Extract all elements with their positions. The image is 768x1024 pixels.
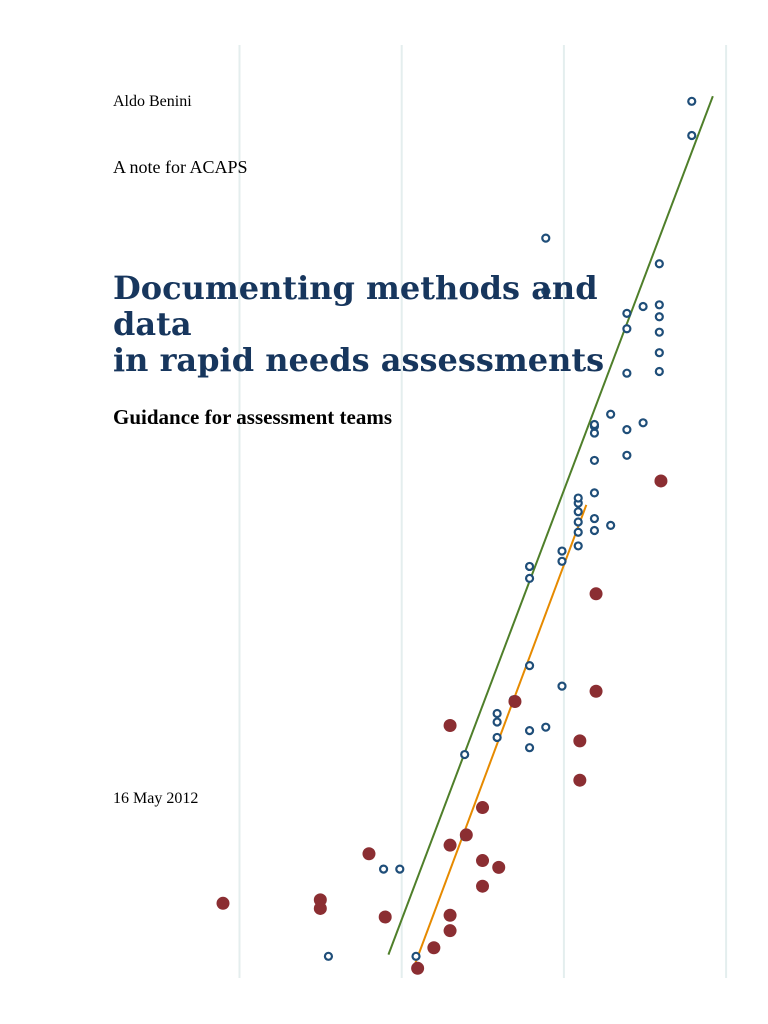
hollow-data-point	[638, 301, 648, 312]
hollow-data-point	[687, 130, 697, 141]
filled-data-point	[313, 893, 327, 907]
document-date: 16 May 2012	[113, 790, 199, 807]
title-line-2: in rapid needs assessments	[113, 341, 605, 379]
hollow-data-point	[524, 661, 535, 671]
filled-data-point	[427, 941, 441, 955]
filled-data-point	[443, 924, 457, 938]
document-note: A note for ACAPS	[113, 157, 248, 177]
filled-data-point	[443, 718, 457, 732]
hollow-data-point	[541, 286, 551, 296]
hollow-data-point	[589, 455, 600, 466]
hollow-data-point	[573, 493, 583, 503]
hollow-data-point	[654, 259, 664, 269]
hollow-data-point	[557, 546, 567, 556]
hollow-data-point	[573, 541, 583, 551]
hollow-data-point	[573, 507, 583, 517]
filled-data-point	[573, 773, 587, 787]
filled-data-point	[654, 474, 668, 488]
hollow-data-point	[524, 725, 535, 736]
fit-line-1	[387, 95, 714, 955]
hollow-data-point	[411, 951, 421, 961]
hollow-data-point	[589, 513, 600, 524]
hollow-data-point	[573, 517, 583, 527]
hollow-data-point	[524, 573, 535, 584]
filled-data-point	[476, 879, 490, 893]
hollow-data-point	[524, 743, 535, 753]
hollow-data-point	[378, 864, 389, 874]
document-subtitle: Guidance for assessment teams	[113, 405, 393, 429]
filled-data-point	[411, 961, 425, 975]
filled-data-point	[476, 854, 490, 868]
author-name: Aldo Benini	[113, 93, 192, 110]
hollow-data-point	[492, 732, 502, 743]
hollow-data-point	[622, 308, 632, 318]
filled-data-point	[589, 684, 603, 698]
hollow-data-point	[557, 556, 567, 566]
hollow-data-point	[557, 681, 567, 691]
hollow-data-point	[589, 488, 600, 498]
filled-data-point	[443, 908, 457, 922]
hollow-data-point	[589, 419, 600, 430]
hollow-data-point	[654, 366, 664, 377]
hollow-data-point	[573, 527, 583, 537]
filled-data-point	[459, 828, 473, 842]
filled-data-point	[573, 734, 587, 748]
filled-data-point	[492, 860, 506, 874]
hollow-data-point	[323, 951, 334, 961]
hollow-data-point	[606, 520, 616, 531]
hollow-data-point	[524, 561, 535, 572]
filled-data-point	[362, 847, 376, 861]
hollow-data-point	[654, 300, 664, 310]
hollow-data-point	[589, 525, 600, 536]
hollow-data-point	[622, 425, 632, 435]
filled-data-point	[476, 801, 490, 815]
hollow-data-point	[654, 348, 664, 358]
hollow-data-point	[687, 96, 697, 106]
hollow-data-point	[492, 717, 502, 727]
filled-data-point	[508, 695, 522, 709]
filled-data-point	[216, 896, 230, 910]
hollow-data-point	[654, 312, 664, 322]
filled-data-point	[378, 910, 392, 924]
hollow-data-point	[606, 409, 616, 419]
filled-data-point	[589, 587, 603, 601]
hollow-data-point	[492, 708, 502, 719]
filled-data-point	[443, 838, 457, 852]
hollow-data-point	[622, 324, 632, 334]
hollow-data-point	[395, 864, 405, 874]
hollow-data-point	[541, 722, 551, 732]
hollow-data-point	[654, 327, 664, 337]
hollow-data-point	[622, 368, 632, 378]
hollow-data-point	[460, 749, 470, 760]
hollow-data-point	[638, 418, 648, 428]
hollow-data-point	[622, 450, 632, 460]
title-line-1: Documenting methods and data	[113, 269, 598, 343]
document-title: Documenting methods and data in rapid ne…	[113, 270, 673, 378]
hollow-data-point	[541, 233, 551, 243]
